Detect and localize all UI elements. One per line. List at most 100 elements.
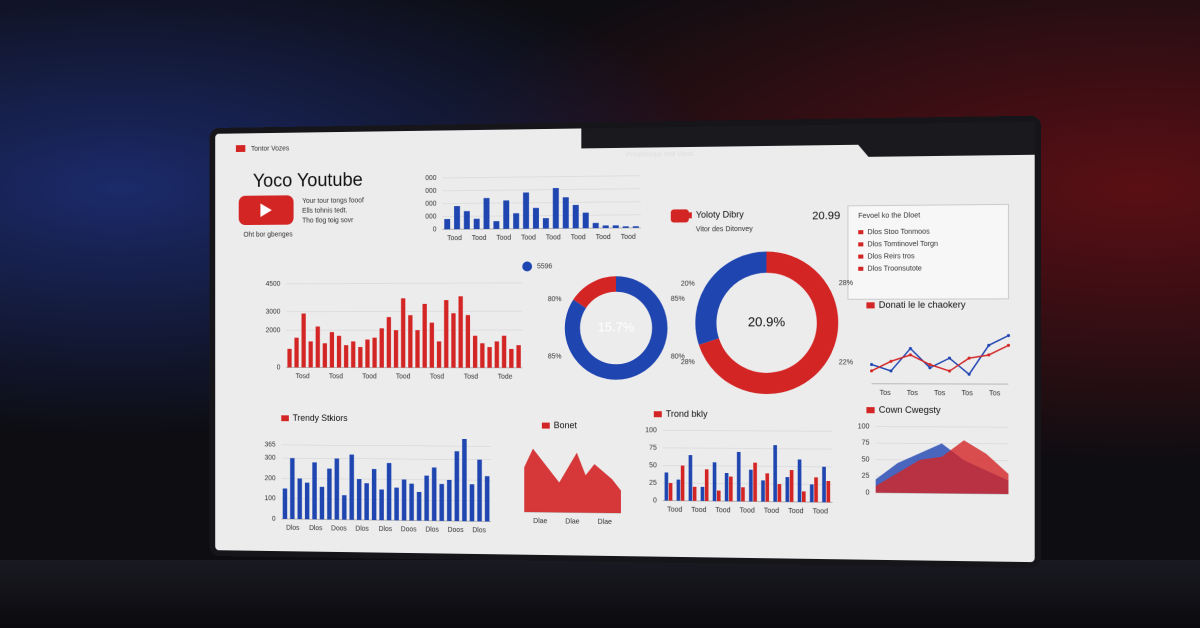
bar — [444, 218, 451, 230]
bar — [444, 300, 449, 368]
bar — [487, 347, 492, 368]
x-label: Tood — [740, 507, 755, 514]
axis — [442, 228, 641, 230]
title-icon — [541, 422, 550, 429]
bar — [429, 322, 435, 368]
item-icon — [858, 254, 864, 259]
bar — [386, 317, 392, 368]
grid-line — [442, 202, 641, 204]
x-label: Tosd — [430, 373, 444, 380]
y-tick-label: 50 — [862, 456, 870, 463]
bar — [463, 211, 470, 230]
donut-label: 85% — [671, 296, 685, 303]
bar — [327, 468, 332, 520]
bar — [494, 341, 500, 368]
y-tick-label: 0 — [866, 489, 870, 496]
bar — [308, 341, 313, 368]
point — [987, 353, 991, 357]
y-tick-label: 100 — [645, 427, 657, 434]
bar — [469, 484, 475, 522]
side-item: Dlos Troonsutote — [867, 265, 922, 273]
bar — [480, 343, 485, 368]
figure: 20.99 — [812, 210, 840, 223]
bar — [716, 490, 721, 502]
bar — [789, 470, 794, 502]
bar — [724, 472, 729, 502]
side-panel — [848, 204, 1009, 299]
x-label: Tood — [396, 373, 411, 380]
x-label: Tood — [715, 507, 730, 514]
x-label: Tood — [813, 508, 829, 515]
dashboard: Tontor Vozes Yoco Youtube Your tour tong… — [235, 121, 1035, 534]
bar — [801, 491, 806, 503]
y-tick-label: 0 — [653, 497, 657, 504]
bar — [454, 206, 460, 230]
logo-small — [670, 209, 689, 223]
bar — [356, 479, 362, 520]
grid-line — [663, 448, 833, 449]
x-label: Tood — [621, 234, 636, 241]
bar — [814, 477, 818, 503]
bar — [319, 486, 325, 520]
bar — [379, 489, 384, 521]
x-label: Tood — [362, 373, 377, 380]
y-tick-label: 0 — [433, 226, 437, 233]
x-label: Tood — [496, 235, 511, 242]
bar — [458, 296, 463, 368]
grid-line — [663, 465, 833, 466]
bar — [773, 445, 777, 502]
x-label: Dlos — [472, 527, 486, 534]
bar — [785, 477, 790, 502]
bar — [741, 487, 745, 502]
bar — [415, 330, 420, 368]
screen: Tontor Vozes Yoco Youtube Your tour tong… — [209, 115, 1041, 569]
x-label: Tosd — [464, 373, 479, 380]
grid-line — [442, 215, 641, 217]
chart-title: Cown Cwegsty — [879, 404, 942, 415]
link: Oht bor gbenges — [243, 231, 293, 238]
side-item: Dlos Reirs tros — [867, 253, 915, 261]
bar — [704, 469, 709, 502]
bar — [753, 462, 757, 502]
bar — [301, 313, 306, 368]
x-label: Dlos — [355, 525, 369, 532]
bar — [749, 469, 753, 502]
x-label: Tood — [596, 234, 611, 241]
bar — [401, 298, 406, 368]
bar — [472, 335, 478, 368]
bar — [401, 479, 407, 521]
bar — [632, 226, 639, 228]
donut-label: 80% — [548, 296, 562, 303]
title-icon — [866, 407, 875, 414]
y-tick-label: 0 — [272, 516, 276, 523]
bar — [822, 466, 826, 503]
bar — [582, 212, 589, 229]
x-label: Tos — [907, 390, 919, 397]
bar — [439, 483, 444, 521]
axis — [663, 501, 833, 503]
bar — [501, 335, 507, 368]
y-tick-label: 25 — [649, 480, 657, 487]
bar — [408, 315, 413, 368]
bar — [334, 458, 340, 520]
title-icon — [653, 411, 662, 418]
y-tick-label: 100 — [265, 495, 276, 502]
legend-dot — [522, 261, 533, 272]
x-label: Tos — [934, 390, 946, 397]
bar — [364, 483, 369, 520]
x-label: Tood — [521, 234, 536, 241]
donut-label: 28% — [839, 280, 853, 287]
bar — [342, 495, 347, 520]
tab-icon — [235, 145, 246, 153]
bar — [287, 348, 292, 368]
title-icon — [281, 415, 289, 422]
grid-line — [442, 189, 641, 191]
bar — [394, 487, 399, 521]
point — [967, 356, 971, 360]
bar — [312, 462, 317, 520]
y-tick-label: 000 — [425, 200, 436, 207]
bar — [593, 223, 600, 229]
point — [947, 369, 952, 373]
y-tick-label: 2000 — [266, 327, 281, 334]
bar — [282, 488, 288, 519]
